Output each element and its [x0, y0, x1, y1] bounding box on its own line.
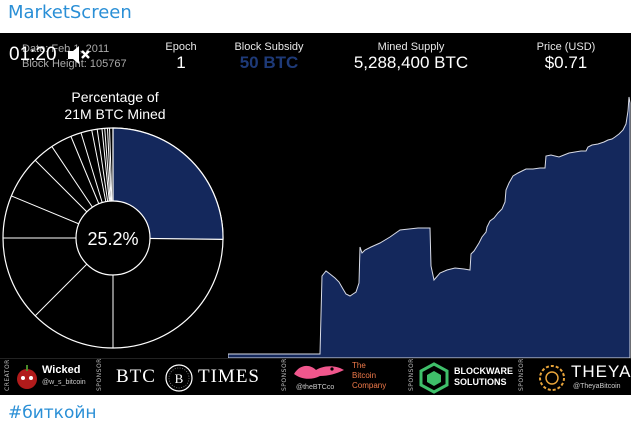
epoch-value: 1	[176, 53, 186, 72]
sponsor-tag-1: SPONSOR	[96, 358, 103, 391]
pie-center-label: 25.2%	[87, 229, 138, 249]
subsidy-value: 50 BTC	[239, 53, 299, 72]
pie-center-hole	[75, 200, 151, 276]
pie-title-line2: 21M BTC Mined	[64, 106, 166, 122]
wicked-handle: @w_s_bitcoin	[42, 379, 86, 386]
btctimes-emblem-icon: B	[165, 364, 193, 392]
sponsor-bar: CREATOR Wicked @w_s_bitcoin SPONSOR BTC …	[0, 358, 631, 395]
bitcoin-company-line3: Company	[352, 381, 387, 390]
sponsor-tag-2: SPONSOR	[281, 358, 288, 391]
theya-handle: @TheyaBitcoin	[573, 383, 621, 390]
epoch-label: Epoch	[165, 41, 197, 53]
price-area-chart	[228, 96, 631, 358]
pie-title: Percentage of 21M BTC Mined	[40, 89, 190, 123]
theya-name: THEYA	[571, 362, 631, 381]
sponsor-tag-4: SPONSOR	[518, 358, 525, 391]
pie-title-line1: Percentage of	[71, 89, 159, 105]
price-stat: Price (USD) $0.71	[523, 41, 609, 73]
blockware-name: BLOCKWARE SOLUTIONS	[454, 366, 513, 388]
supply-value: 5,288,400 BTC	[353, 53, 469, 72]
bitcoin-company-logo	[294, 365, 344, 379]
blockware-logo	[419, 362, 449, 394]
video-timer: 01:20	[9, 44, 57, 65]
blockware-line2: SOLUTIONS	[454, 377, 507, 387]
bitcoin-company-name: The Bitcoin Company	[352, 361, 386, 391]
epoch-stat: Epoch 1	[150, 41, 212, 73]
blockware-line1: BLOCKWARE	[454, 366, 513, 376]
hashtag-link[interactable]: #биткойн	[8, 403, 97, 423]
sponsor-tag-3: SPONSOR	[408, 358, 415, 391]
block-height: Block Height: 105767	[22, 58, 127, 70]
theya-logo	[539, 365, 565, 391]
mute-icon[interactable]	[66, 44, 90, 66]
bitcoin-company-line1: The	[352, 361, 366, 370]
wicked-logo	[17, 365, 37, 389]
btctimes-mark: B	[175, 371, 184, 386]
video-player[interactable]: Date: Feb 1, 2011 Block Height: 105767 0…	[0, 33, 631, 395]
subsidy-stat: Block Subsidy 50 BTC	[222, 41, 316, 73]
supply-stat: Mined Supply 5,288,400 BTC	[340, 41, 482, 73]
wicked-name: Wicked	[42, 364, 81, 376]
price-area	[228, 96, 631, 358]
btctimes-left: BTC	[116, 366, 156, 387]
mined-pie-chart: 25.2%	[2, 127, 224, 349]
price-value: $0.71	[544, 53, 588, 72]
subsidy-label: Block Subsidy	[234, 41, 304, 53]
bitcoin-company-handle: @theBTCco	[296, 384, 335, 391]
creator-tag: CREATOR	[4, 359, 11, 391]
supply-label: Mined Supply	[377, 41, 445, 53]
btctimes-right: TIMES	[198, 366, 260, 387]
price-label: Price (USD)	[536, 41, 596, 53]
pie-mined-slice	[112, 127, 224, 240]
bitcoin-company-line2: Bitcoin	[352, 371, 377, 380]
channel-title[interactable]: MarketScreen	[8, 2, 132, 23]
